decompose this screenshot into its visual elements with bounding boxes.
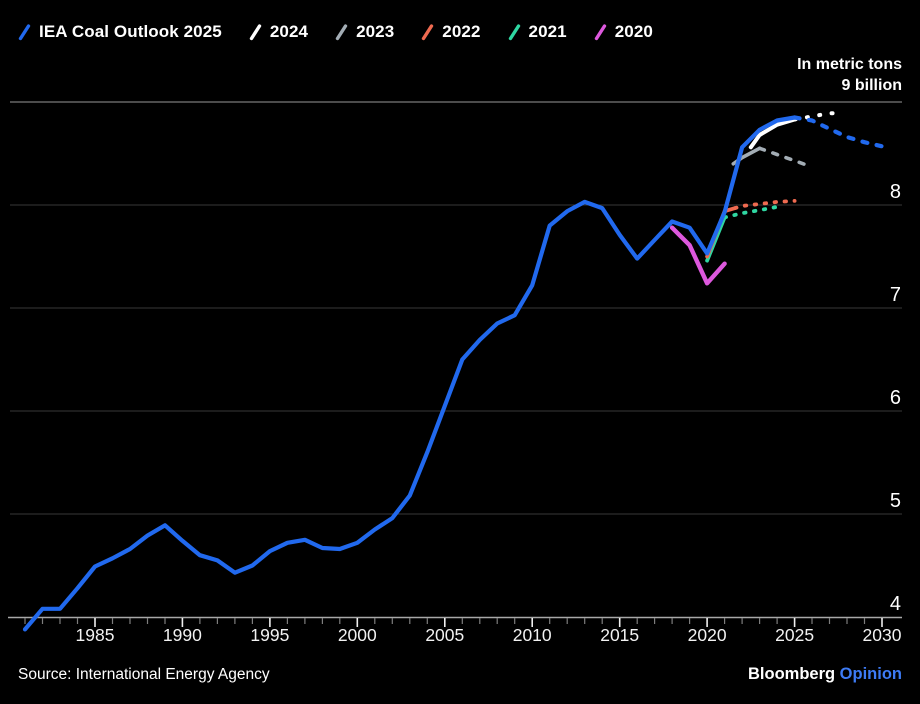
- series-2022-dashed: [733, 199, 797, 210]
- y-tick-label: 5: [890, 490, 901, 512]
- series-2023-dashed: [757, 146, 814, 169]
- legend-item-2020: 2020: [594, 22, 653, 42]
- legend-item-label: 2021: [528, 22, 567, 41]
- series-iea-2025-solid: [22, 115, 797, 632]
- x-tick-label: 1985: [76, 625, 115, 645]
- legend-item-label: 2023: [356, 22, 395, 41]
- legend-slash-icon: [508, 23, 520, 40]
- brand-opinion-label: Opinion: [839, 665, 902, 683]
- source-credit: Source: International Energy Agency: [18, 666, 270, 683]
- legend-item-label: 2022: [442, 22, 481, 41]
- y-tick-label: 8: [890, 181, 901, 203]
- legend-item-2021: 2021: [508, 22, 567, 42]
- legend-slash-icon: [594, 23, 606, 40]
- chart-legend: IEA Coal Outlook 2025 2024 2023 2022 202…: [18, 22, 653, 42]
- series-2024-solid: [748, 117, 797, 150]
- legend-item-2022: 2022: [421, 22, 480, 42]
- legend-item-label: 2024: [269, 22, 309, 41]
- x-tick-label: 1995: [250, 625, 289, 645]
- series-2021-dashed: [722, 204, 785, 220]
- legend-slash-icon: [422, 23, 434, 40]
- legend-slash-icon: [249, 23, 262, 40]
- legend-item-label: IEA Coal Outlook 2025: [39, 22, 222, 41]
- series-iea-2025-dashed: [792, 115, 885, 149]
- x-tick-label: 2025: [775, 625, 814, 645]
- y-tick-label: 6: [890, 387, 901, 409]
- legend-slash-icon: [335, 23, 348, 40]
- x-tick-label: 2020: [688, 625, 727, 645]
- brand-name: Bloomberg: [747, 665, 836, 683]
- x-tick-label: 2005: [425, 625, 464, 645]
- y-tick-label: 7: [890, 284, 901, 306]
- x-tick-label: 2000: [338, 625, 377, 645]
- y-tick-label: 4: [890, 593, 901, 615]
- legend-item-iea-coal-outlook-2025: IEA Coal Outlook 2025: [18, 22, 222, 42]
- legend-item-label: 2020: [614, 22, 653, 41]
- x-tick-label: 2030: [863, 625, 902, 645]
- x-tick-label: 1990: [163, 625, 202, 645]
- axis-unit-label: In metric tons 9 billion: [797, 54, 902, 96]
- legend-item-2024: 2024: [249, 22, 308, 42]
- legend-slash-icon: [18, 23, 31, 40]
- series-2024-dashed: [792, 111, 839, 122]
- bloomberg-brand: Bloomberg Opinion: [748, 665, 902, 684]
- legend-item-2023: 2023: [335, 22, 394, 42]
- x-tick-label: 2015: [600, 625, 639, 645]
- chart-footer: Source: International Energy Agency Bloo…: [18, 665, 902, 684]
- unit-line-2: 9 billion: [841, 77, 902, 94]
- unit-line-1: In metric tons: [797, 56, 902, 73]
- x-tick-label: 2010: [513, 625, 552, 645]
- series-2020-solid: [669, 225, 727, 286]
